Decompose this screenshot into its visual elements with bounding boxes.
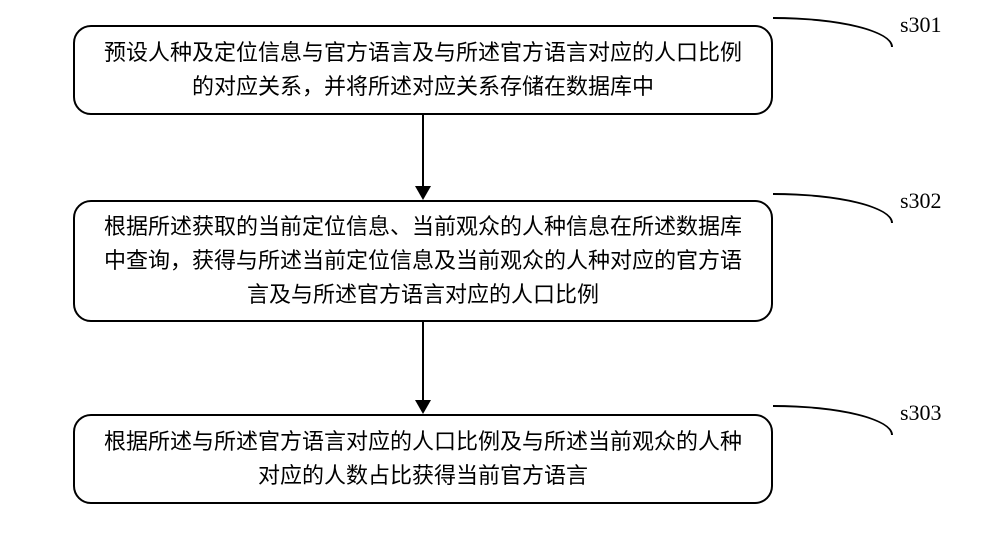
edge-s301-s302-line: [422, 115, 424, 186]
edge-s301-s302-arrow: [415, 186, 431, 200]
flow-node-s303-text: 根据所述与所述官方语言对应的人口比例及与所述当前观众的人种对应的人数占比获得当前…: [103, 425, 743, 493]
flow-node-s303: 根据所述与所述官方语言对应的人口比例及与所述当前观众的人种对应的人数占比获得当前…: [73, 414, 773, 504]
flow-node-s301-text: 预设人种及定位信息与官方语言及与所述官方语言对应的人口比例的对应关系，并将所述对…: [103, 36, 743, 104]
flowchart-container: 预设人种及定位信息与官方语言及与所述官方语言对应的人口比例的对应关系，并将所述对…: [0, 0, 1000, 543]
edge-s302-s303-line: [422, 322, 424, 400]
label-connector-s301: [773, 17, 893, 47]
flow-node-s301: 预设人种及定位信息与官方语言及与所述官方语言对应的人口比例的对应关系，并将所述对…: [73, 25, 773, 115]
step-label-s303: s303: [900, 400, 942, 426]
flow-node-s302: 根据所述获取的当前定位信息、当前观众的人种信息在所述数据库中查询，获得与所述当前…: [73, 200, 773, 322]
label-connector-s302: [773, 193, 893, 223]
flow-node-s302-text: 根据所述获取的当前定位信息、当前观众的人种信息在所述数据库中查询，获得与所述当前…: [103, 210, 743, 312]
step-label-s301: s301: [900, 12, 942, 38]
edge-s302-s303-arrow: [415, 400, 431, 414]
step-label-s302: s302: [900, 188, 942, 214]
label-connector-s303: [773, 405, 893, 435]
